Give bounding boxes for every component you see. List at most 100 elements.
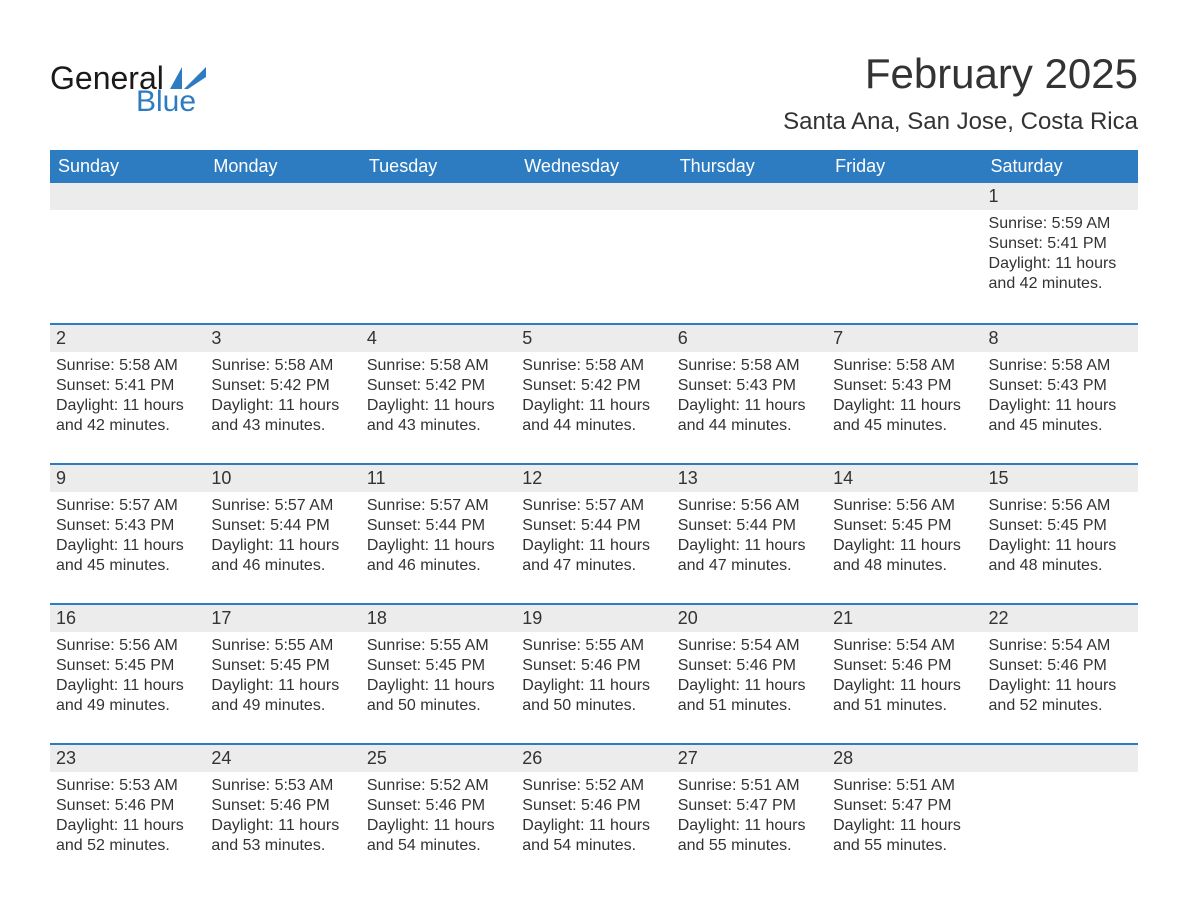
week-row: 2Sunrise: 5:58 AMSunset: 5:41 PMDaylight… <box>50 323 1138 455</box>
day-number: 3 <box>205 325 360 352</box>
sunset-text: Sunset: 5:46 PM <box>833 656 976 676</box>
day-cell: 22 Sunrise: 5:54 AMSunset: 5:46 PMDayligh… <box>983 605 1138 735</box>
daylight1-text: Daylight: 11 hours <box>367 536 510 556</box>
sunrise-text: Sunrise: 5:56 AM <box>989 496 1132 516</box>
day-details: Sunrise: 5:51 AMSunset: 5:47 PMDaylight:… <box>678 776 821 856</box>
sunset-text: Sunset: 5:46 PM <box>56 796 199 816</box>
daylight2-text: and 55 minutes. <box>833 836 976 856</box>
sunset-text: Sunset: 5:43 PM <box>833 376 976 396</box>
sunrise-text: Sunrise: 5:57 AM <box>211 496 354 516</box>
day-details: Sunrise: 5:57 AMSunset: 5:43 PMDaylight:… <box>56 496 199 576</box>
daylight2-text: and 51 minutes. <box>678 696 821 716</box>
daylight2-text: and 46 minutes. <box>211 556 354 576</box>
day-number: 15 <box>983 465 1138 492</box>
day-cell <box>672 183 827 315</box>
day-number: 22 <box>983 605 1138 632</box>
sunset-text: Sunset: 5:46 PM <box>522 656 665 676</box>
day-details: Sunrise: 5:58 AMSunset: 5:42 PMDaylight:… <box>522 356 665 436</box>
daylight2-text: and 43 minutes. <box>211 416 354 436</box>
day-number: 18 <box>361 605 516 632</box>
daylight2-text: and 43 minutes. <box>367 416 510 436</box>
day-details: Sunrise: 5:54 AMSunset: 5:46 PMDaylight:… <box>989 636 1132 716</box>
day-cell: 6Sunrise: 5:58 AMSunset: 5:43 PMDaylight… <box>672 325 827 455</box>
day-cell: 14Sunrise: 5:56 AMSunset: 5:45 PMDayligh… <box>827 465 982 595</box>
sunset-text: Sunset: 5:42 PM <box>211 376 354 396</box>
logo-word2: Blue <box>136 85 196 119</box>
location-subtitle: Santa Ana, San Jose, Costa Rica <box>783 108 1138 136</box>
sunrise-text: Sunrise: 5:55 AM <box>367 636 510 656</box>
daylight1-text: Daylight: 11 hours <box>678 396 821 416</box>
daylight2-text: and 45 minutes. <box>989 416 1132 436</box>
day-number: 8 <box>983 325 1138 352</box>
daylight1-text: Daylight: 11 hours <box>833 536 976 556</box>
sunset-text: Sunset: 5:43 PM <box>56 516 199 536</box>
daylight1-text: Daylight: 11 hours <box>989 536 1132 556</box>
day-cell: 15 Sunrise: 5:56 AMSunset: 5:45 PMDayligh… <box>983 465 1138 595</box>
day-number <box>361 183 516 210</box>
day-cell: 2Sunrise: 5:58 AMSunset: 5:41 PMDaylight… <box>50 325 205 455</box>
day-cell: 20Sunrise: 5:54 AMSunset: 5:46 PMDayligh… <box>672 605 827 735</box>
day-details: Sunrise: 5:59 AMSunset: 5:41 PMDaylight:… <box>989 214 1132 294</box>
sunset-text: Sunset: 5:44 PM <box>211 516 354 536</box>
sunset-text: Sunset: 5:45 PM <box>833 516 976 536</box>
day-number: 21 <box>827 605 982 632</box>
sunrise-text: Sunrise: 5:58 AM <box>989 356 1132 376</box>
daylight2-text: and 53 minutes. <box>211 836 354 856</box>
daylight2-text: and 45 minutes. <box>833 416 976 436</box>
daylight2-text: and 47 minutes. <box>678 556 821 576</box>
daylight2-text: and 48 minutes. <box>989 556 1132 576</box>
daylight1-text: Daylight: 11 hours <box>56 536 199 556</box>
day-details: Sunrise: 5:51 AMSunset: 5:47 PMDaylight:… <box>833 776 976 856</box>
sunrise-text: Sunrise: 5:54 AM <box>678 636 821 656</box>
sunrise-text: Sunrise: 5:52 AM <box>367 776 510 796</box>
daylight1-text: Daylight: 11 hours <box>211 396 354 416</box>
sunrise-text: Sunrise: 5:57 AM <box>367 496 510 516</box>
daylight1-text: Daylight: 11 hours <box>833 676 976 696</box>
daylight1-text: Daylight: 11 hours <box>989 396 1132 416</box>
day-details: Sunrise: 5:56 AMSunset: 5:45 PMDaylight:… <box>989 496 1132 576</box>
sunset-text: Sunset: 5:45 PM <box>56 656 199 676</box>
day-cell <box>827 183 982 315</box>
sunset-text: Sunset: 5:47 PM <box>678 796 821 816</box>
sunrise-text: Sunrise: 5:55 AM <box>522 636 665 656</box>
day-cell: 11Sunrise: 5:57 AMSunset: 5:44 PMDayligh… <box>361 465 516 595</box>
day-details: Sunrise: 5:56 AMSunset: 5:45 PMDaylight:… <box>833 496 976 576</box>
day-details: Sunrise: 5:58 AMSunset: 5:42 PMDaylight:… <box>211 356 354 436</box>
day-number <box>50 183 205 210</box>
daylight2-text: and 52 minutes. <box>989 696 1132 716</box>
day-cell: 17Sunrise: 5:55 AMSunset: 5:45 PMDayligh… <box>205 605 360 735</box>
daylight2-text: and 54 minutes. <box>367 836 510 856</box>
sunset-text: Sunset: 5:43 PM <box>678 376 821 396</box>
day-details: Sunrise: 5:55 AMSunset: 5:45 PMDaylight:… <box>367 636 510 716</box>
daylight2-text: and 42 minutes. <box>56 416 199 436</box>
sunrise-text: Sunrise: 5:58 AM <box>56 356 199 376</box>
sunrise-text: Sunrise: 5:53 AM <box>211 776 354 796</box>
sunset-text: Sunset: 5:44 PM <box>678 516 821 536</box>
day-details: Sunrise: 5:53 AMSunset: 5:46 PMDaylight:… <box>56 776 199 856</box>
day-details: Sunrise: 5:52 AMSunset: 5:46 PMDaylight:… <box>367 776 510 856</box>
daylight1-text: Daylight: 11 hours <box>56 676 199 696</box>
daylight1-text: Daylight: 11 hours <box>56 396 199 416</box>
sunrise-text: Sunrise: 5:59 AM <box>989 214 1132 234</box>
days-of-week-row: Sunday Monday Tuesday Wednesday Thursday… <box>50 150 1138 183</box>
sunrise-text: Sunrise: 5:56 AM <box>56 636 199 656</box>
sunset-text: Sunset: 5:46 PM <box>211 796 354 816</box>
sunrise-text: Sunrise: 5:57 AM <box>522 496 665 516</box>
day-details: Sunrise: 5:58 AMSunset: 5:41 PMDaylight:… <box>56 356 199 436</box>
daylight1-text: Daylight: 11 hours <box>833 816 976 836</box>
day-number: 28 <box>827 745 982 772</box>
week-row: 9Sunrise: 5:57 AMSunset: 5:43 PMDaylight… <box>50 463 1138 595</box>
day-cell <box>205 183 360 315</box>
daylight2-text: and 50 minutes. <box>367 696 510 716</box>
daylight2-text: and 49 minutes. <box>56 696 199 716</box>
day-number: 10 <box>205 465 360 492</box>
sunrise-text: Sunrise: 5:54 AM <box>989 636 1132 656</box>
day-number: 4 <box>361 325 516 352</box>
daylight1-text: Daylight: 11 hours <box>367 816 510 836</box>
daylight2-text: and 52 minutes. <box>56 836 199 856</box>
day-cell: 12Sunrise: 5:57 AMSunset: 5:44 PMDayligh… <box>516 465 671 595</box>
sunset-text: Sunset: 5:46 PM <box>522 796 665 816</box>
daylight1-text: Daylight: 11 hours <box>522 816 665 836</box>
day-number: 6 <box>672 325 827 352</box>
day-cell <box>361 183 516 315</box>
